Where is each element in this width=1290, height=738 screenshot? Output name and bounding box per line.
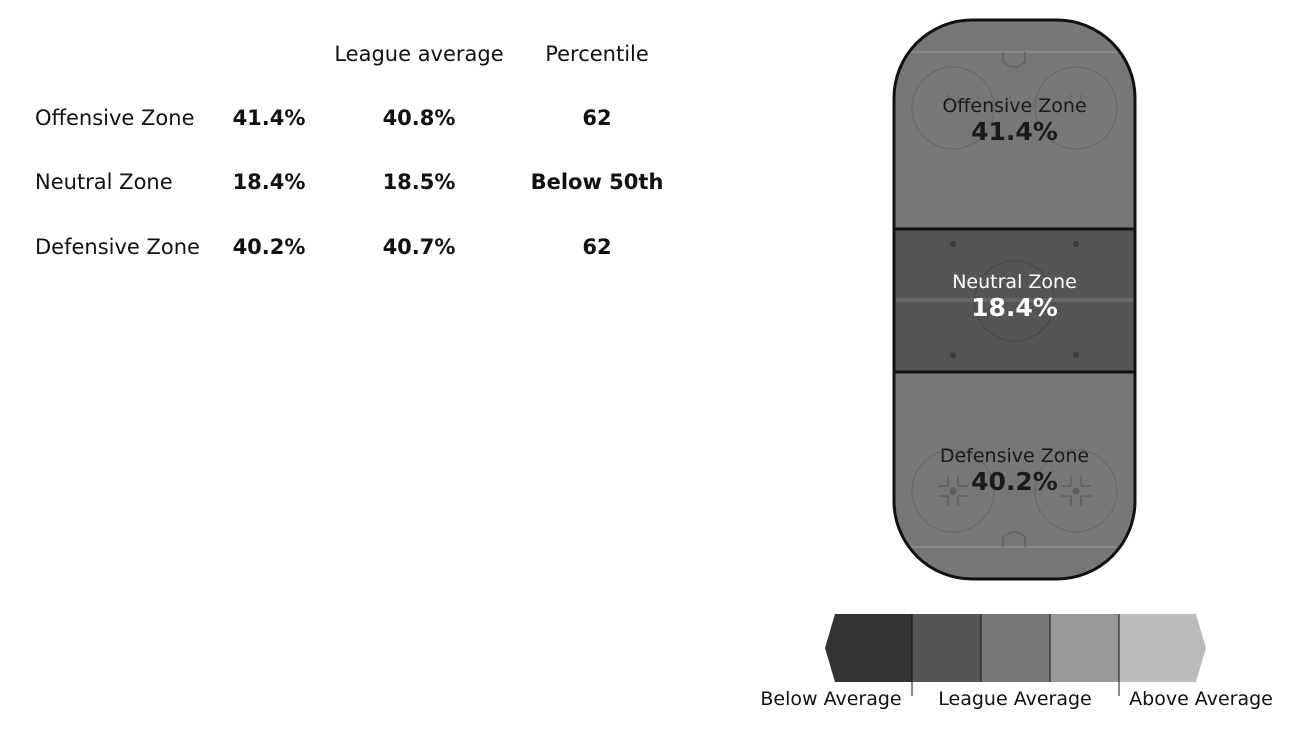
offensive-zone-pct: 41.4% [971,116,1058,146]
legend-scale-bar [825,614,1206,696]
defensive-zone-pct: 40.2% [971,466,1058,496]
zone-stats-table: League average Percentile Offensive Zone… [0,0,720,300]
neutral-percentile: Below 50th [530,170,664,194]
legend-swatch-2 [912,614,981,682]
defensive-league-average: 40.7% [382,235,456,259]
defensive-zone-name: Defensive Zone [939,445,1090,467]
neutral-zone-name: Neutral Zone [952,271,1077,293]
row-label-neutral: Neutral Zone [35,170,173,194]
rink-graphic [892,18,1137,581]
defensive-zone-area [894,372,1135,579]
defensive-percentile: 62 [582,235,612,259]
legend-swatch-1 [825,614,912,682]
offensive-zone-name: Offensive Zone [942,95,1087,117]
offensive-zone-area [894,20,1135,230]
neutral-zone-pct: 18.4% [971,292,1058,322]
row-label-offensive: Offensive Zone [35,106,195,130]
neutral-value: 18.4% [232,170,306,194]
hockey-rink-diagram: Offensive Zone 41.4% Neutral Zone 18.4% … [892,18,1137,581]
offensive-percentile: 62 [582,106,612,130]
defensive-zone-label: Defensive Zone 40.2% [892,445,1137,497]
legend-swatch-3 [981,614,1050,682]
row-label-defensive: Defensive Zone [35,235,200,259]
legend-label-league: League Average [938,688,1092,710]
offensive-league-average: 40.8% [382,106,456,130]
offensive-value: 41.4% [232,106,306,130]
defensive-value: 40.2% [232,235,306,259]
header-league-average: League average [334,42,504,66]
header-percentile: Percentile [545,42,649,66]
legend-label-below: Below Average [760,688,902,710]
legend-swatch-4 [1050,614,1119,682]
legend-label-above: Above Average [1129,688,1273,710]
neutral-league-average: 18.5% [382,170,456,194]
neutral-zone-label: Neutral Zone 18.4% [892,271,1137,323]
offensive-zone-label: Offensive Zone 41.4% [892,95,1137,147]
color-scale-legend: Below Average League Average Above Avera… [755,612,1285,722]
legend-swatch-5 [1119,614,1206,682]
